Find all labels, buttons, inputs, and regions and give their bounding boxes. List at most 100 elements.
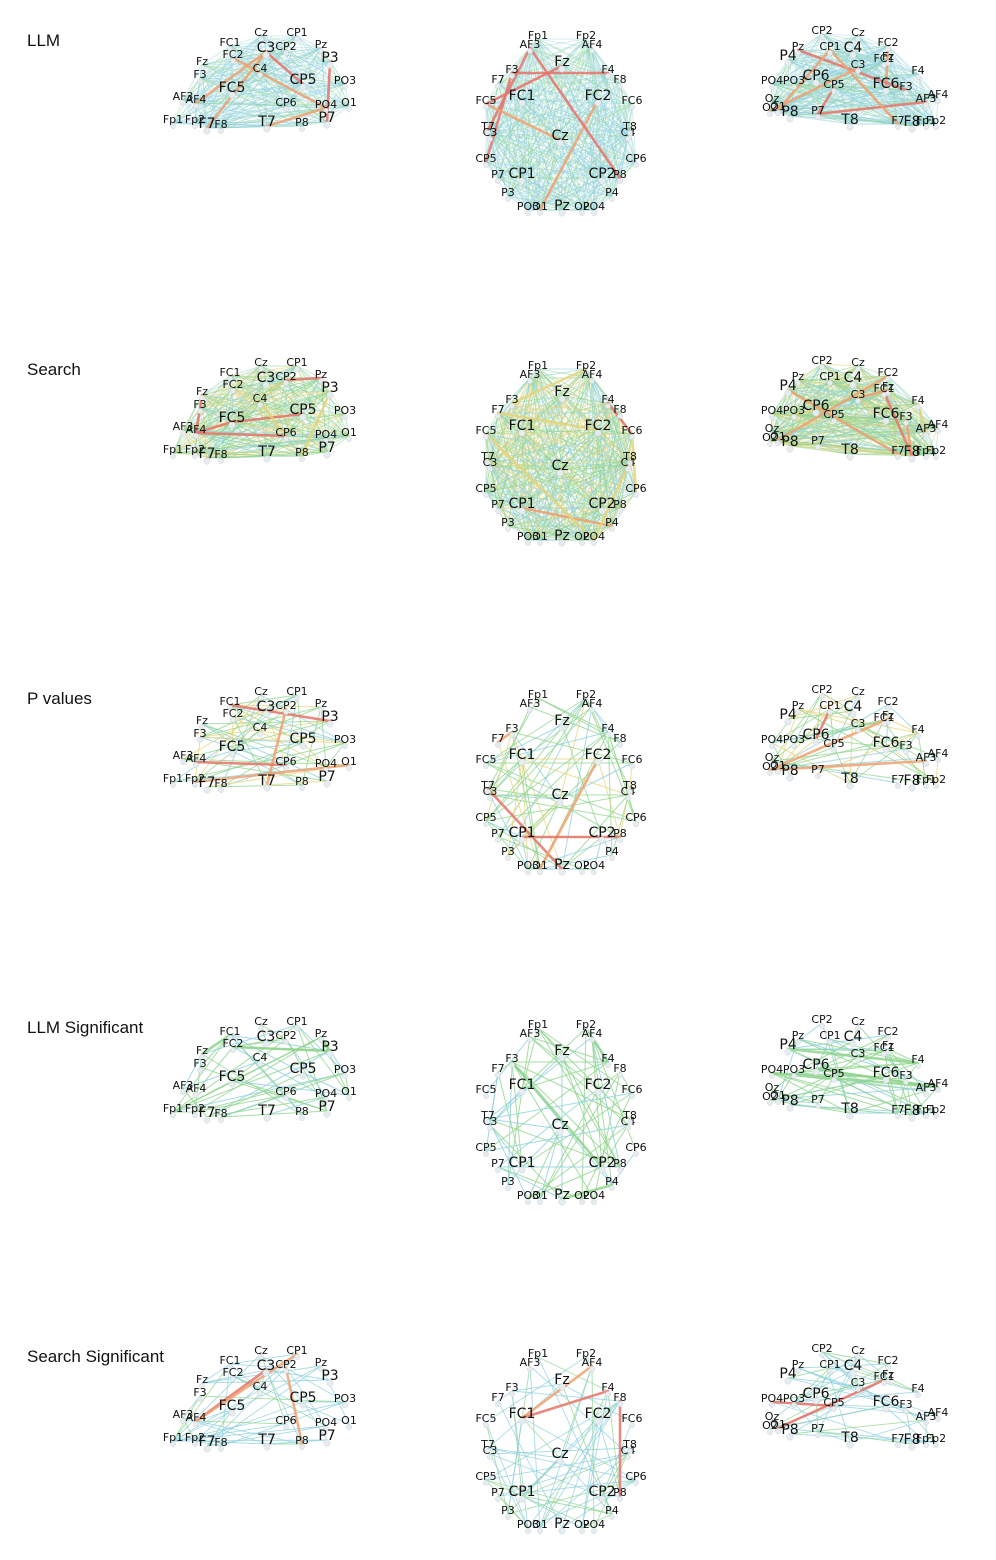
connection-edge xyxy=(485,82,621,105)
electrode-node xyxy=(558,209,566,217)
electrode-label: CP6 xyxy=(802,727,829,743)
connection-edge xyxy=(521,1495,613,1515)
connection-edge xyxy=(265,35,298,53)
connection-edge xyxy=(527,65,563,211)
connection-edge xyxy=(497,47,531,84)
connection-edge xyxy=(326,105,350,123)
electrode-node xyxy=(908,1443,916,1451)
electrode-label: O1 xyxy=(341,755,357,768)
electrode-label: F8 xyxy=(904,1103,921,1119)
connection-edge xyxy=(232,49,287,59)
electrode-label: F7 xyxy=(199,116,216,132)
connection-edge xyxy=(537,38,609,74)
electrode-node xyxy=(855,727,861,733)
connection-edge xyxy=(485,1479,595,1529)
electrode-label: FC2 xyxy=(877,366,898,379)
connection-edge xyxy=(497,82,613,197)
connection-edge xyxy=(789,49,799,117)
electrode-label: AF4 xyxy=(928,88,949,101)
connection-edge xyxy=(769,1363,889,1430)
connection-edge xyxy=(511,402,603,509)
connection-edge xyxy=(194,435,287,454)
electrode-label: Cz xyxy=(851,26,865,39)
electrode-label: Fp2 xyxy=(926,114,946,127)
connection-edge xyxy=(201,35,298,66)
connection-edge xyxy=(199,77,287,107)
connection-edge xyxy=(172,1389,261,1442)
connection-edge xyxy=(220,57,234,129)
electrode-label: T7 xyxy=(480,1438,495,1451)
electrode-label: P8 xyxy=(295,1434,309,1447)
electrode-node xyxy=(915,1063,921,1069)
connection-edge xyxy=(529,47,561,141)
connection-edge xyxy=(194,421,233,454)
electrode-label: CP6 xyxy=(802,1057,829,1073)
connection-edge xyxy=(771,83,851,125)
electrode-node xyxy=(819,34,825,40)
electrode-node xyxy=(227,705,233,711)
electrode-label: PO4 xyxy=(761,1392,783,1405)
connection-edge xyxy=(537,38,599,101)
connection-edge xyxy=(172,47,322,124)
connection-edge xyxy=(581,177,621,211)
electrode-label: FC1 xyxy=(219,366,240,379)
connection-edge xyxy=(833,35,859,89)
strong-connection-edge xyxy=(520,1364,594,1420)
strong-connection-edge xyxy=(786,1047,920,1065)
connection-edge xyxy=(561,65,629,137)
connection-edge xyxy=(511,402,633,435)
electrode-node xyxy=(170,453,176,459)
connection-edge xyxy=(561,47,593,67)
connection-edge xyxy=(485,161,621,179)
connection-edge xyxy=(561,129,631,211)
connection-edge xyxy=(537,38,583,211)
electrode-node xyxy=(885,1035,891,1041)
connection-edge xyxy=(829,49,859,69)
electrode-node xyxy=(633,492,639,498)
electrode-node xyxy=(775,1428,781,1434)
electrode-node xyxy=(591,869,597,875)
electrode-node xyxy=(769,84,775,90)
connection-edge xyxy=(511,72,621,84)
connection-edge xyxy=(857,67,899,125)
connection-edge xyxy=(833,61,885,89)
electrode-label: PO4 xyxy=(761,733,783,746)
connection-edge xyxy=(231,91,287,107)
connection-edge xyxy=(521,1128,561,1168)
connection-edge xyxy=(182,758,350,766)
electrode-node xyxy=(227,376,233,382)
connection-edge xyxy=(527,99,599,211)
connection-edge xyxy=(559,139,621,179)
electrode-label: T7 xyxy=(257,1432,275,1448)
electrode-node xyxy=(849,710,857,718)
connection-edge xyxy=(485,161,541,211)
connection-edge xyxy=(619,135,629,179)
electrode-node xyxy=(483,1151,489,1157)
connection-edge xyxy=(593,82,621,211)
electrode-label: AF4 xyxy=(582,38,603,51)
connection-edge xyxy=(229,1034,331,1052)
connection-edge xyxy=(507,129,631,197)
connection-edge xyxy=(194,107,327,124)
connection-edge xyxy=(601,1124,629,1168)
strong-connection-edge xyxy=(194,1352,299,1423)
electrode-label: PO3 xyxy=(517,1189,539,1202)
connection-edge xyxy=(265,51,346,85)
electrode-node xyxy=(819,1352,825,1358)
connection-edge xyxy=(821,33,889,47)
connection-edge xyxy=(487,429,523,461)
connection-edge xyxy=(485,1453,629,1481)
connection-edge xyxy=(833,87,851,125)
connection-edge xyxy=(259,35,262,73)
connection-edge xyxy=(833,87,907,91)
connection-edge xyxy=(852,51,885,63)
electrode-label: PO4 xyxy=(583,200,605,213)
electrode-node xyxy=(485,1119,491,1125)
electrode-node xyxy=(812,1068,820,1076)
electrode-label: FC1 xyxy=(873,1041,894,1054)
connection-edge xyxy=(320,1365,350,1425)
connection-edge xyxy=(302,377,322,415)
strong-connection-edge xyxy=(814,707,832,741)
electrode-node xyxy=(935,1416,941,1422)
connection-edge xyxy=(182,1053,203,1090)
